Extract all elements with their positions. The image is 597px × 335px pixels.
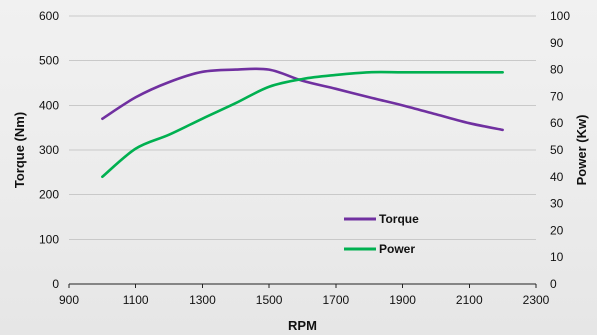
x-tick-label: 1500 <box>256 293 283 307</box>
axes <box>68 283 537 288</box>
y-tick-label-right: 80 <box>550 63 564 77</box>
y-tick-label-right: 10 <box>550 250 564 264</box>
y-tick-label-left: 100 <box>39 232 59 246</box>
y-tick-label-left: 300 <box>39 143 59 157</box>
x-tick-label: 900 <box>59 293 79 307</box>
x-axis-title: RPM <box>288 318 317 333</box>
y-tick-label-right: 90 <box>550 36 564 50</box>
y-tick-label-right: 70 <box>550 89 564 103</box>
y-tick-label-left: 600 <box>39 9 59 23</box>
y-tick-label-right: 30 <box>550 197 564 211</box>
y-tick-label-left: 500 <box>39 54 59 68</box>
y-tick-label-right: 50 <box>550 143 564 157</box>
x-tick-label: 1900 <box>389 293 416 307</box>
y-tick-label-left: 200 <box>39 188 59 202</box>
x-tick-label: 2300 <box>523 293 550 307</box>
y-axis-title-left: Torque (Nm) <box>12 112 27 188</box>
series-line-power <box>101 70 504 179</box>
y-tick-label-left: 0 <box>52 277 59 291</box>
x-tick-label: 1300 <box>189 293 216 307</box>
y-tick-label-right: 40 <box>550 170 564 184</box>
y-tick-label-right: 20 <box>550 223 564 237</box>
x-tick-label: 2100 <box>456 293 483 307</box>
legend-label-power: Power <box>379 242 415 256</box>
tick-labels: 900 1100 1300 1500 1700 1900 2100 2300010020030… <box>39 9 570 307</box>
x-tick-label: 1100 <box>123 293 149 307</box>
y-tick-label-left: 400 <box>39 98 59 112</box>
series-lines <box>101 67 504 179</box>
x-tick-label: 1700 <box>323 293 350 307</box>
y-tick-label-right: 0 <box>550 277 557 291</box>
legend: Torque Power <box>344 212 419 256</box>
y-tick-label-right: 100 <box>550 9 570 23</box>
legend-label-torque: Torque <box>379 212 419 226</box>
gridlines <box>69 15 536 240</box>
y-tick-label-right: 60 <box>550 116 564 130</box>
series-line-torque <box>101 67 504 132</box>
y-axis-title-right: Power (Kw) <box>574 115 589 186</box>
